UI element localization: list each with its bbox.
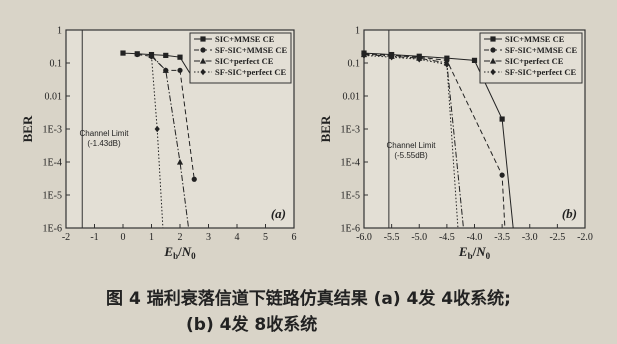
legend-box [479,32,583,84]
y-tick-label: 1E-3 [43,125,62,136]
channel-limit-label: (-5.55dB) [394,151,428,160]
legend-entry: SF-SIC+perfect CE [215,67,287,77]
y-tick-label: 1E-4 [341,158,360,169]
channel-limit-label: (-1.43dB) [87,139,121,148]
legend-entry: SF-SIC+MMSE CE [505,45,577,55]
legend-entry: SIC+perfect CE [505,56,564,66]
legend-marker [200,47,206,53]
x-tick-label: 3 [206,232,211,243]
y-tick-label: 1E-5 [43,191,62,202]
x-tick-label: -6.0 [356,232,372,243]
y-tick-label: 1 [57,26,62,37]
y-tick-label: 1E-3 [341,125,360,136]
legend-marker [200,36,206,42]
legend-entry: SF-SIC+MMSE CE [215,45,287,55]
data-point [177,67,183,73]
data-point [148,53,155,60]
y-tick-label: 0.01 [45,92,63,103]
x-tick-label: -4.5 [439,232,455,243]
legend-entry: SIC+perfect CE [215,56,274,66]
x-tick-label: -3.5 [494,232,510,243]
legend-marker [490,47,496,53]
legend-entry: SIC+MMSE CE [505,34,565,44]
x-tick-label: 2 [178,232,183,243]
chart-b: 1 0.1 0.01 1E-3 1E-4 1E-5 1E-6-6.0 -5.5 -5.0 -4.5… [318,26,593,262]
legend-box [189,32,292,84]
legend-marker [200,68,206,76]
data-point [134,51,140,58]
x-tick-label: -2 [62,232,70,243]
data-point [499,172,505,178]
data-point [191,176,197,182]
x-tick-label: 4 [235,232,240,243]
y-tick-label: 0.01 [343,92,361,103]
data-point [177,54,183,60]
caption-line-2: (b) 4发 8收系统 [186,315,318,335]
x-tick-label: -2.0 [577,232,593,243]
data-point [120,50,126,56]
x-tick-label: -5.5 [384,232,400,243]
legend-entry: SIC+MMSE CE [215,34,275,44]
channel-limit-label: Channel Limit [387,141,437,150]
data-point [361,52,367,59]
x-tick-label: 5 [263,232,268,243]
y-axis-label: BER [20,115,35,142]
y-tick-label: 1E-6 [341,224,360,235]
y-axis-label: BER [318,115,333,142]
legend-marker [199,57,207,64]
chart-a: 1 0.1 0.01 1E-3 1E-4 1E-5 1E-6-2 -1 0 1 2 3 4 5 6 Eb/N0… [20,26,297,262]
legend-marker [490,68,496,76]
series-line [151,55,190,229]
channel-limit-label: Channel Limit [80,129,130,138]
y-tick-label: 1E-5 [341,191,360,202]
y-tick-label: 1E-4 [43,158,62,169]
y-tick-label: 1 [355,26,360,37]
legend-marker [489,57,497,64]
x-axis-label: Eb/N0 [163,244,196,261]
data-point [499,116,505,122]
x-tick-label: -4.0 [467,232,483,243]
panel-label: (a) [271,206,286,221]
x-tick-label: -1 [90,232,98,243]
data-point [444,61,450,68]
x-tick-label: -3.0 [522,232,538,243]
legend-marker [490,36,496,42]
caption-line-1: 图 4 瑞利衰落信道下链路仿真结果 (a) 4发 4收系统; [106,289,511,309]
y-tick-label: 0.1 [50,59,63,70]
x-tick-label: 6 [292,232,297,243]
y-tick-label: 0.1 [348,59,361,70]
series-line [363,54,459,229]
data-point [162,67,169,73]
data-point [416,56,422,63]
panel-label: (b) [562,206,577,221]
data-point [154,125,160,133]
data-point [389,53,395,61]
x-axis-label: Eb/N0 [458,244,491,261]
data-point [471,57,478,63]
x-tick-label: 1 [149,232,154,243]
legend-entry: SF-SIC+perfect CE [505,67,577,77]
y-tick-label: 1E-6 [43,224,62,235]
data-point [176,158,184,165]
x-tick-label: -2.5 [549,232,565,243]
x-tick-label: -5.0 [411,232,427,243]
series-line [363,53,506,229]
data-point [163,52,169,58]
x-tick-label: 0 [121,232,126,243]
